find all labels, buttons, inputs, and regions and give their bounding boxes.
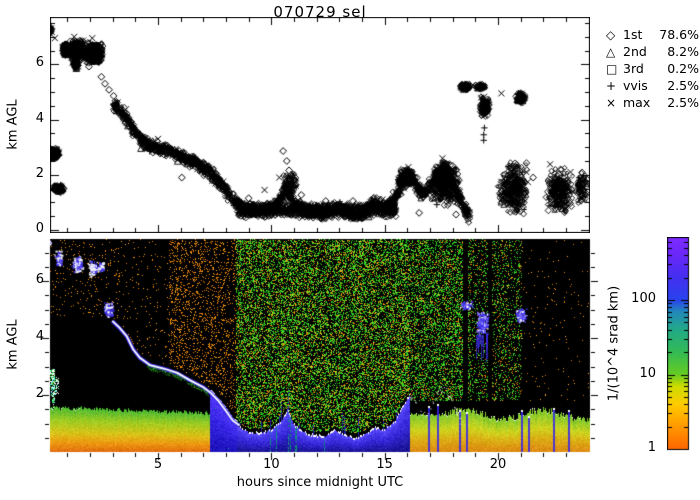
legend-value: 2.5%: [667, 95, 699, 110]
legend: ◇ 1st 78.6% △ 2nd 8.2% □ 3rd 0.2% + vvis…: [606, 26, 699, 111]
diamond-marker-icon: ◇: [606, 27, 616, 42]
legend-label: 1st: [623, 27, 643, 42]
y-tick-label-top: 4: [35, 110, 44, 126]
legend-row-vvis: + vvis 2.5%: [606, 77, 699, 94]
plus-marker-icon: +: [606, 78, 617, 93]
y-tick-label-top: 2: [35, 165, 44, 181]
legend-row-1st: ◇ 1st 78.6%: [606, 26, 699, 43]
legend-row-max: × max 2.5%: [606, 94, 699, 111]
triangle-marker-icon: △: [606, 44, 616, 59]
legend-value: 0.2%: [667, 61, 699, 76]
x-axis-title: hours since midnight UTC: [236, 475, 404, 490]
colorbar-tick-label: 100: [631, 291, 656, 306]
heatmap-panel-canvas: [38, 238, 606, 466]
legend-row-3rd: □ 3rd 0.2%: [606, 60, 699, 77]
legend-value: 8.2%: [667, 44, 699, 59]
legend-label: vvis: [623, 78, 648, 93]
legend-row-2nd: △ 2nd 8.2%: [606, 43, 699, 60]
legend-value: 78.6%: [659, 27, 699, 42]
legend-label: 2nd: [623, 44, 647, 59]
y-tick-label-bottom: 2: [35, 385, 44, 401]
legend-label: max: [623, 95, 651, 110]
x-tick-label: 15: [376, 457, 393, 472]
x-tick-label: 20: [489, 457, 507, 472]
cross-marker-icon: ×: [606, 95, 617, 110]
legend-label: 3rd: [623, 61, 644, 76]
y-tick-label-bottom: 4: [35, 328, 44, 344]
y-tick-label-top: 6: [35, 55, 44, 71]
x-tick-label: 10: [263, 457, 280, 472]
colorbar-tick-label: 10: [639, 365, 656, 381]
y-tick-label-bottom: 6: [35, 271, 44, 287]
legend-value: 2.5%: [667, 78, 699, 93]
square-marker-icon: □: [606, 61, 618, 76]
x-tick-label: 5: [153, 457, 163, 472]
colorbar-tick-label: 1: [647, 440, 656, 455]
page-title: 070729 sel: [273, 3, 367, 21]
y-tick-label-top: 0: [35, 221, 44, 236]
colorbar-unit-label: 1/(10^4 srad km): [606, 285, 622, 402]
colorbar-canvas: [667, 237, 690, 453]
scatter-panel-canvas: [50, 17, 590, 233]
